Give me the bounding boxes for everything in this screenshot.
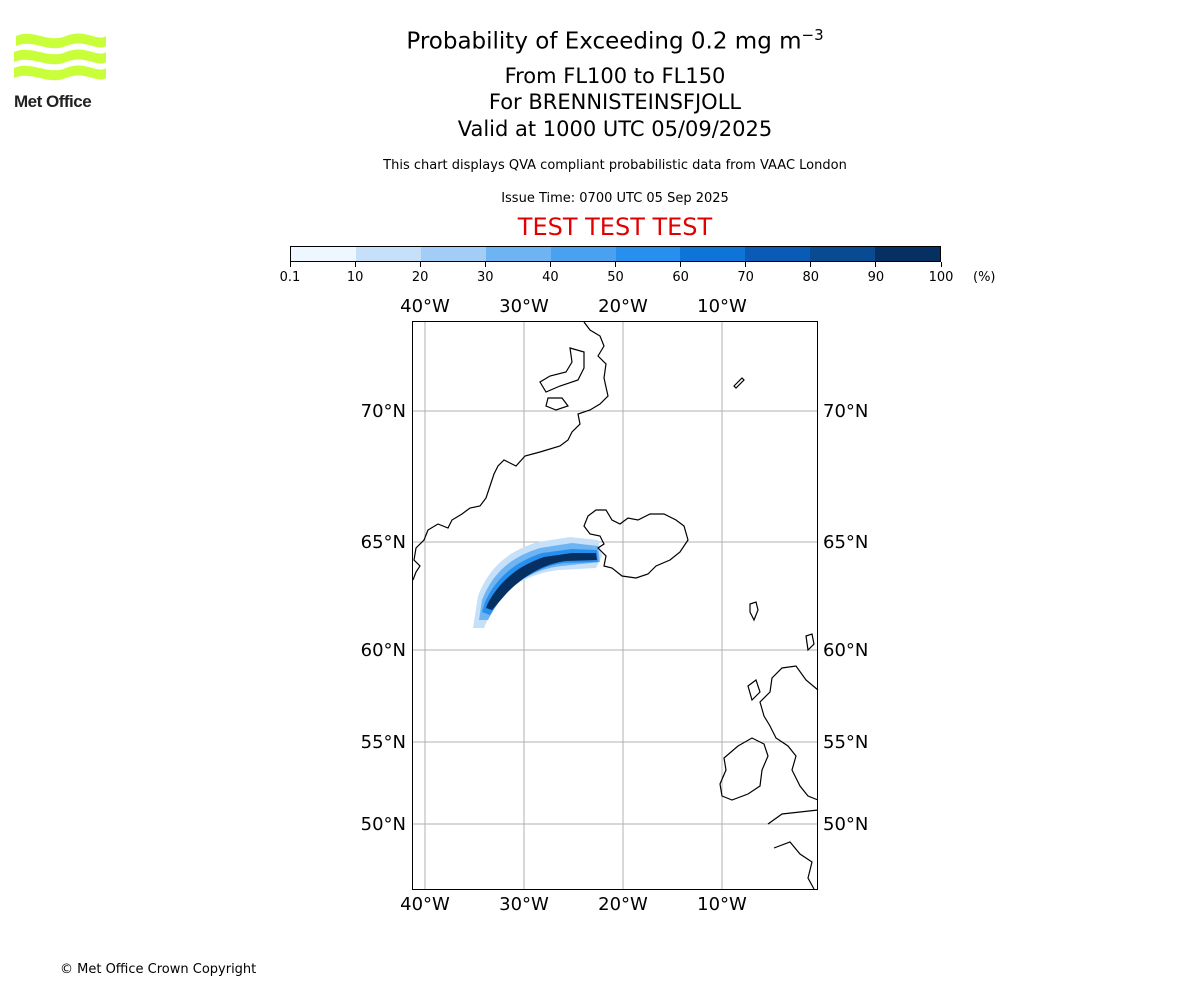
colorbar-tick bbox=[484, 262, 486, 267]
lat-label-right-50n: 50°N bbox=[823, 814, 868, 835]
greenland-fjord bbox=[539, 347, 585, 393]
ash-plume bbox=[473, 537, 602, 628]
colorbar-tick-label: 20 bbox=[411, 270, 429, 285]
lat-label-right-55n: 55°N bbox=[823, 732, 868, 753]
great-britain-coast bbox=[759, 665, 819, 801]
colorbar-tick-label: 10 bbox=[346, 270, 364, 285]
greenland-coast bbox=[412, 321, 609, 581]
colorbar-tick-label: 40 bbox=[542, 270, 559, 285]
iceland-coast bbox=[583, 509, 689, 579]
colorbar-tick-label: 30 bbox=[477, 270, 494, 285]
colorbar-unit: (%) bbox=[973, 270, 996, 285]
axis-labels: 40°W 30°W 20°W 10°W 40°W 30°W 20°W 10°W … bbox=[361, 296, 869, 915]
colorbar-segment bbox=[291, 247, 356, 261]
colorbar-tick bbox=[810, 262, 812, 267]
jan-mayen bbox=[733, 377, 745, 389]
volcano-name: For BRENNISTEINSFJOLL bbox=[488, 90, 742, 114]
met-office-waves-icon bbox=[14, 33, 106, 81]
france-coast bbox=[773, 841, 815, 890]
ireland-coast bbox=[719, 737, 769, 801]
lon-label-bottom-30w: 30°W bbox=[499, 894, 549, 915]
colorbar-tick bbox=[940, 262, 942, 267]
lon-label-bottom-10w: 10°W bbox=[697, 894, 747, 915]
faroe-islands bbox=[749, 601, 759, 622]
chart-title: Probability of Exceeding 0.2 mg m−3 bbox=[406, 26, 824, 55]
colorbar-segment bbox=[355, 247, 421, 261]
lon-label-top-10w: 10°W bbox=[697, 296, 747, 317]
lat-label-left-55n: 55°N bbox=[361, 732, 406, 753]
colorbar-segment bbox=[615, 247, 681, 261]
test-banner: TEST TEST TEST bbox=[517, 213, 713, 241]
lat-label-left-60n: 60°N bbox=[361, 640, 406, 661]
lat-label-left-70n: 70°N bbox=[361, 401, 406, 422]
colorbar-tick-label: 60 bbox=[672, 270, 689, 285]
colorbar-segment bbox=[420, 247, 486, 261]
map-frame bbox=[412, 321, 818, 890]
lon-label-bottom-40w: 40°W bbox=[400, 894, 450, 915]
colorbar-tick-label: 50 bbox=[607, 270, 624, 285]
colorbar-tick-label: 80 bbox=[802, 270, 820, 285]
met-office-logo: Met Office bbox=[14, 30, 110, 114]
colorbar-tick bbox=[354, 262, 356, 267]
colorbar-tick bbox=[680, 262, 682, 267]
colorbar-segment bbox=[485, 247, 551, 261]
colorbar-tick-label: 90 bbox=[867, 270, 885, 285]
lon-label-bottom-20w: 20°W bbox=[598, 894, 648, 915]
colorbar-tick bbox=[875, 262, 877, 267]
flight-levels: From FL100 to FL150 bbox=[504, 64, 726, 88]
valid-time: Valid at 1000 UTC 05/09/2025 bbox=[457, 117, 773, 141]
colorbar-tick bbox=[549, 262, 551, 267]
lat-label-right-60n: 60°N bbox=[823, 640, 868, 661]
lat-label-left-50n: 50°N bbox=[361, 814, 406, 835]
colorbar-tick bbox=[745, 262, 747, 267]
hebrides bbox=[747, 679, 761, 702]
lon-label-top-20w: 20°W bbox=[598, 296, 648, 317]
logo-text: Met Office bbox=[14, 92, 92, 111]
shetland bbox=[805, 633, 815, 652]
lon-label-top-30w: 30°W bbox=[499, 296, 549, 317]
colorbar-tick-label: 70 bbox=[737, 270, 754, 285]
colorbar-segment bbox=[810, 247, 876, 261]
lat-label-left-65n: 65°N bbox=[361, 532, 406, 553]
copyright: © Met Office Crown Copyright bbox=[60, 962, 257, 977]
colorbar-tick bbox=[419, 262, 421, 267]
colorbar-segment bbox=[680, 247, 746, 261]
england-south-coast bbox=[767, 809, 819, 825]
lat-label-right-70n: 70°N bbox=[823, 401, 868, 422]
issue-time: Issue Time: 0700 UTC 05 Sep 2025 bbox=[501, 191, 729, 206]
colorbar-tick bbox=[615, 262, 616, 267]
qva-note: This chart displays QVA compliant probab… bbox=[383, 158, 847, 173]
colorbar-segment bbox=[550, 247, 616, 261]
colorbar-segment bbox=[745, 247, 811, 261]
colorbar-tick-label: 100 bbox=[928, 270, 954, 285]
colorbar-segment bbox=[875, 247, 941, 261]
colorbar-tick-label: 0.1 bbox=[279, 270, 301, 285]
lon-label-top-40w: 40°W bbox=[400, 296, 450, 317]
greenland-island bbox=[545, 397, 569, 411]
colorbar-tick bbox=[289, 262, 291, 267]
colorbar bbox=[290, 246, 941, 262]
lat-label-right-65n: 65°N bbox=[823, 532, 868, 553]
coastlines bbox=[412, 321, 819, 890]
